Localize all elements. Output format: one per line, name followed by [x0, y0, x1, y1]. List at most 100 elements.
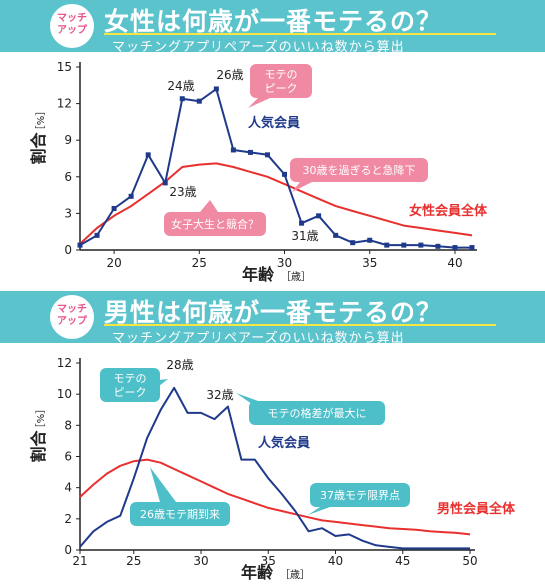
series-line-popular: [79, 386, 470, 550]
data-point: [299, 220, 305, 226]
callout-bubble: 女子大生と競合？: [164, 200, 266, 236]
data-point: [247, 149, 253, 155]
y-axis-unit: ［%］: [35, 106, 47, 136]
data-point: [282, 171, 288, 177]
callout-text: 26歳モテ期到来: [140, 508, 220, 521]
badge-line: マッチ: [57, 304, 87, 315]
callout-box: [130, 502, 230, 526]
series-line-overall: [79, 162, 473, 245]
chart-subtitle: マッチングアプリペアーズのいいね数から算出: [112, 40, 405, 55]
callout-box: [250, 64, 312, 98]
x-axis-label: 年齢: [242, 265, 275, 284]
series-label: 人気会員: [248, 115, 300, 131]
callout-text: 37歳モテ限界点: [320, 489, 400, 502]
callout-text: モテの: [265, 68, 298, 81]
badge-line: アップ: [57, 316, 87, 327]
callout-bubble: モテの格差が最大に: [236, 393, 385, 425]
x-tick-label: 50: [462, 554, 477, 568]
point-label: 26歳: [216, 68, 243, 82]
y-tick-label: 0: [64, 543, 72, 557]
y-tick-label: 4: [64, 481, 72, 495]
data-point: [418, 242, 424, 248]
y-tick-label: 10: [57, 387, 72, 401]
x-tick-label: 35: [261, 554, 276, 568]
data-point: [94, 232, 100, 238]
callout-bubble: 30歳を過ぎると急降下: [290, 158, 428, 192]
y-tick-label: 2: [64, 512, 72, 526]
series-label: 女性会員全体: [409, 203, 488, 219]
badge-line: マッチ: [57, 13, 87, 24]
y-tick-label: 6: [64, 170, 72, 184]
title-underline: [104, 324, 496, 326]
point-label: 28歳: [166, 358, 193, 372]
callout-bubble: 26歳モテ期到来: [130, 467, 230, 526]
x-tick-label: 30: [277, 256, 292, 270]
callout-tail: [248, 98, 270, 108]
y-tick-label: 8: [64, 418, 72, 432]
callout-tail: [200, 200, 218, 212]
data-point: [111, 206, 117, 212]
series-line-overall: [79, 458, 471, 536]
x-tick-label: 25: [126, 554, 141, 568]
callout-text: モテの格差が最大に: [268, 406, 367, 420]
callout-tail: [150, 467, 176, 502]
x-tick-label: 45: [395, 554, 410, 568]
x-tick-label: 25: [192, 256, 207, 270]
y-axis-label: 割合: [29, 430, 48, 463]
male-line-chart: 0 2 4 6 8 10 12 21 25 30 35 40 45 50 割合［%］ 年齢 ［歳］ 人気会員男性会…: [29, 356, 516, 582]
y-axis-unit: ［%］: [35, 404, 47, 434]
callout-box: [164, 212, 266, 236]
callout-box: [249, 401, 385, 425]
data-point: [213, 86, 219, 92]
callout-text: 女子大生と競合？: [171, 217, 259, 231]
point-label: 24歳: [167, 79, 194, 93]
data-point: [316, 213, 322, 219]
series-label: 人気会員: [258, 435, 310, 451]
callout-tail: [292, 182, 312, 192]
chart-title: 女性は何歳が一番モテるの？: [104, 7, 443, 36]
data-point: [333, 232, 339, 238]
callout-text: モテの: [114, 372, 147, 385]
x-tick-label: 35: [362, 256, 377, 270]
callout-tail: [308, 507, 330, 515]
data-point: [145, 152, 151, 158]
data-point: [179, 96, 185, 102]
data-point: [162, 180, 168, 186]
data-point: [401, 242, 407, 248]
y-tick-label: 0: [64, 243, 72, 257]
data-point: [77, 242, 83, 248]
data-point: [384, 242, 390, 248]
callout-text: ピーク: [114, 386, 147, 399]
data-point: [350, 240, 356, 246]
y-tick-label: 9: [64, 133, 72, 147]
data-point: [264, 152, 270, 158]
x-tick-label: 21: [72, 554, 87, 568]
title-underline: [104, 33, 496, 35]
x-axis-unit: ［歳］: [281, 271, 311, 283]
x-axis-unit: ［歳］: [280, 569, 310, 581]
y-tick-label: 15: [57, 60, 72, 74]
data-point: [469, 245, 475, 251]
callout-text: ピーク: [265, 82, 298, 95]
data-point: [367, 237, 373, 243]
male-chart-panel: マッチ アップ 男性は何歳が一番モテるの？ マッチングアプリペアーズのいいね数か…: [0, 291, 545, 587]
x-tick-label: 40: [328, 554, 343, 568]
callout-box: [310, 483, 410, 507]
point-label: 31歳: [291, 229, 318, 243]
data-point: [452, 245, 458, 251]
y-tick-label: 6: [64, 450, 72, 464]
chart-subtitle: マッチングアプリペアーズのいいね数から算出: [112, 331, 405, 346]
female-chart-panel: マッチ アップ 女性は何歳が一番モテるの？ マッチングアプリペアーズのいいね数か…: [0, 0, 545, 285]
matchup-badge: マッチ アップ: [50, 295, 94, 339]
x-tick-label: 20: [106, 256, 121, 270]
callout-bubble: 37歳モテ限界点: [308, 483, 410, 515]
data-point: [196, 98, 202, 104]
y-axis-label: 割合: [29, 132, 48, 165]
y-tick-label: 12: [57, 356, 72, 370]
chart-title: 男性は何歳が一番モテるの？: [104, 298, 443, 327]
data-point: [230, 147, 236, 153]
y-tick-label: 3: [64, 206, 72, 220]
series-line-popular: [79, 88, 472, 249]
